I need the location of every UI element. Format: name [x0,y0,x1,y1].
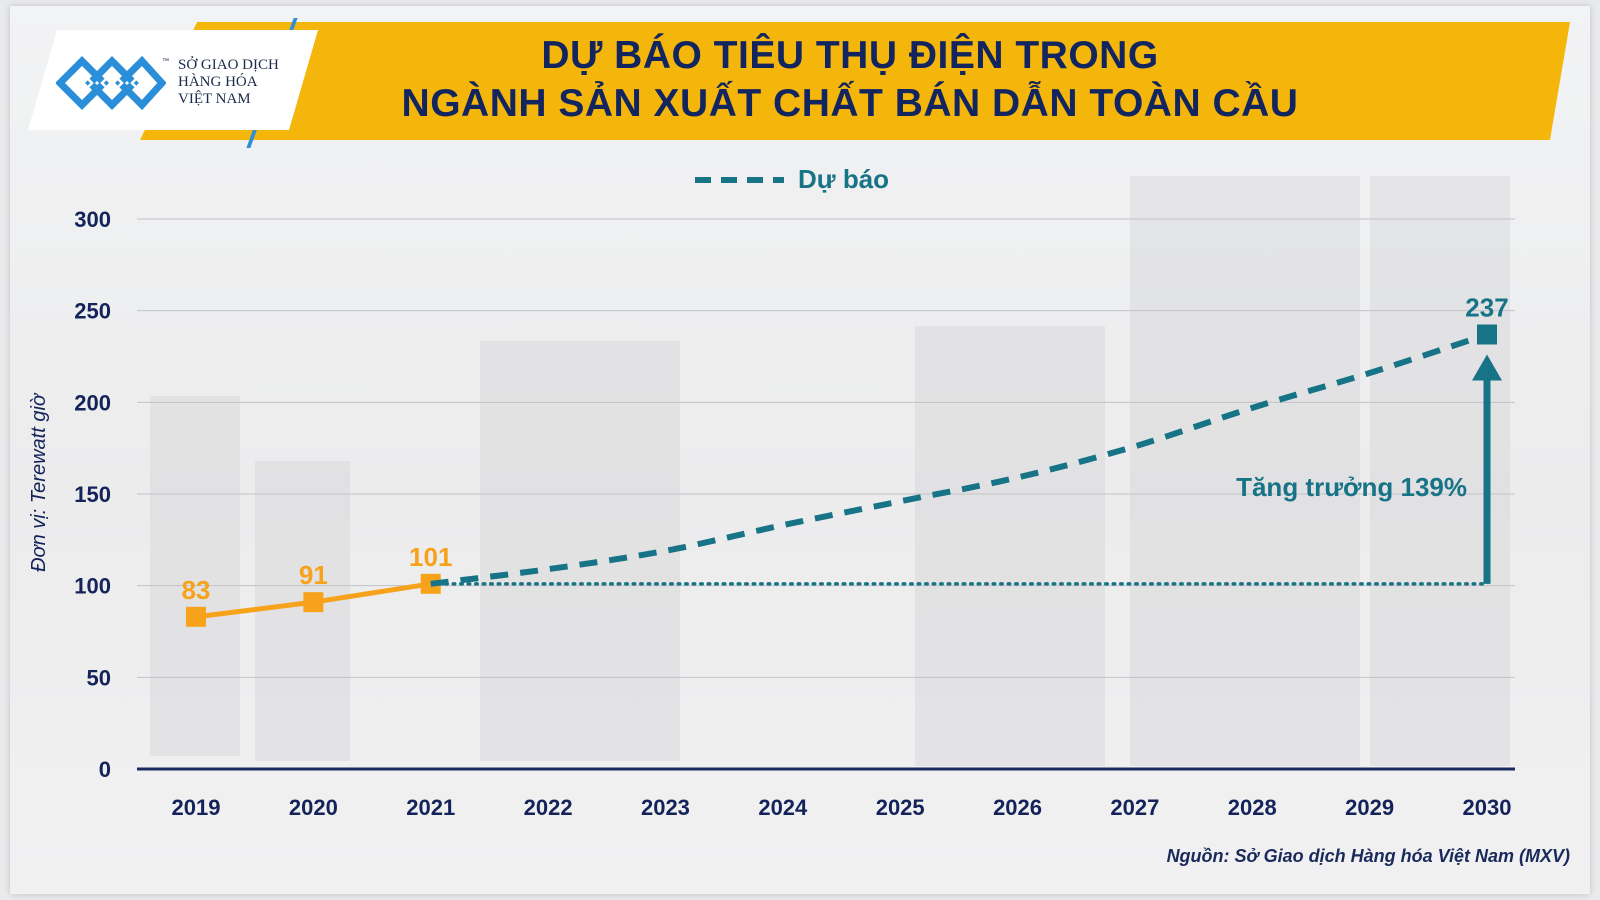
data-label: 101 [409,542,452,572]
logo-trademark: ™ [162,58,169,65]
background-decoration [255,461,350,761]
logo-line-3: VIỆT NAM [178,91,251,107]
mxv-logo-icon [56,55,166,111]
x-tick-label: 2027 [1110,795,1159,820]
forecast-point-marker [1477,324,1497,345]
logo-line-2: HÀNG HÓA [178,74,258,90]
chart-title-line-2: NGÀNH SẢN XUẤT CHẤT BÁN DẪN TOÀN CẦU [401,82,1299,125]
y-tick-label: 300 [74,207,111,232]
x-tick-label: 2026 [993,795,1042,820]
chart-title-line-1: DỰ BÁO TIÊU THỤ ĐIỆN TRONG [541,34,1159,77]
chart-title: DỰ BÁO TIÊU THỤ ĐIỆN TRONG NGÀNH SẢN XUẤ… [330,32,1370,128]
background-decoration [1130,176,1360,766]
source-note: Nguồn: Sở Giao dịch Hàng hóa Việt Nam (M… [1166,846,1570,866]
data-label: 83 [182,575,211,605]
x-tick-label: 2020 [289,795,338,820]
background-decoration [480,341,680,761]
title-band [140,22,1570,140]
x-tick-label: 2028 [1228,795,1277,820]
historical-point-marker [303,592,324,613]
x-tick-label: 2019 [172,795,221,820]
x-tick-label: 2023 [641,795,690,820]
x-tick-label: 2021 [406,795,455,820]
background-decoration [915,326,1105,766]
x-tick-label: 2025 [876,795,925,820]
y-tick-label: 150 [74,482,111,507]
historical-point-marker [186,606,206,627]
x-tick-label: 2022 [524,795,573,820]
x-tick-label: 2029 [1345,795,1394,820]
forecast-series-line [430,331,1488,587]
background-decoration [150,396,240,756]
data-label: 91 [299,560,328,590]
x-tick-label: 2024 [758,795,808,820]
y-tick-label: 250 [74,299,111,324]
y-tick-label: 50 [87,665,111,690]
chart-frame [10,6,1590,894]
growth-arrow-head [1472,354,1502,381]
y-tick-label: 0 [99,757,111,782]
x-tick-label: 2030 [1463,795,1512,820]
logo-line-1: SỞ GIAO DỊCH [178,57,279,73]
y-tick-label: 100 [74,574,111,599]
y-tick-label: 200 [74,390,111,415]
logo-text: SỞ GIAO DỊCH HÀNG HÓA VIỆT NAM [178,57,279,108]
legend-forecast-label: Dự báo [798,164,889,194]
y-axis-label: Đơn vị: Terewatt giờ [28,392,50,572]
growth-annotation-label: Tăng trưởng 139% [1236,472,1467,502]
data-label: 237 [1465,293,1508,323]
